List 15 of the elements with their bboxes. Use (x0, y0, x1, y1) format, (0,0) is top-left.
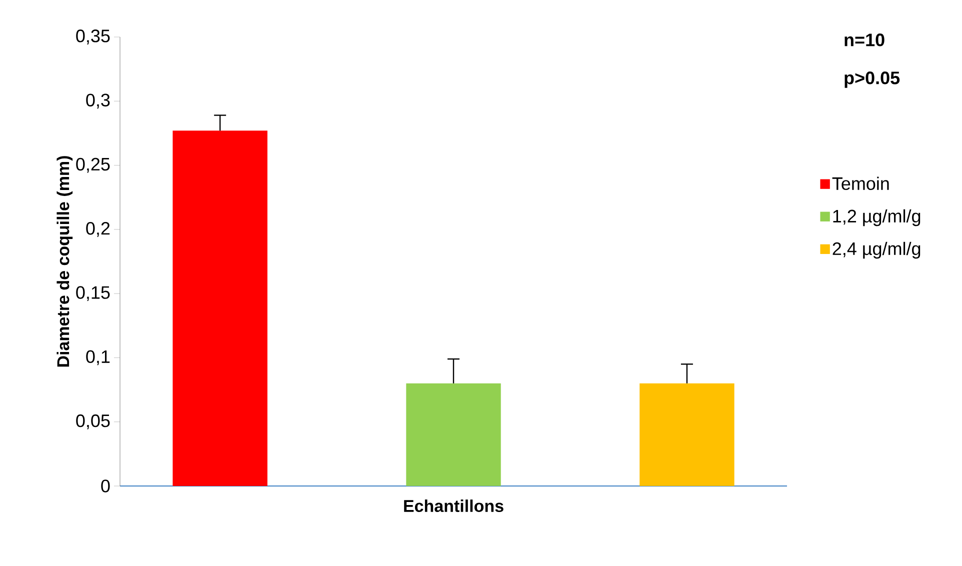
y-tick-label: 0,35 (76, 30, 110, 44)
legend-label: 2,4 µg/ml/g (832, 242, 920, 259)
y-tick-label: 0 (101, 480, 110, 492)
y-tick-label: 0,2 (86, 222, 110, 237)
text: p>0.05 (844, 72, 900, 88)
y-tick-label: 0,05 (76, 414, 110, 430)
y-tick-label: 0,3 (86, 94, 110, 109)
y-tick-label: 0,1 (86, 350, 110, 366)
legend-label: 1,2 µg/ml/g (833, 209, 920, 226)
y-tick-label: 0,15 (76, 286, 110, 302)
y-tick-label: 0,25 (76, 158, 110, 173)
legend-label: Temoin (832, 176, 889, 190)
text: n=10 (844, 34, 884, 46)
x-axis-title: Echantillons (404, 500, 504, 512)
y-axis-title: Diametre de coquille (mm) (56, 156, 73, 367)
